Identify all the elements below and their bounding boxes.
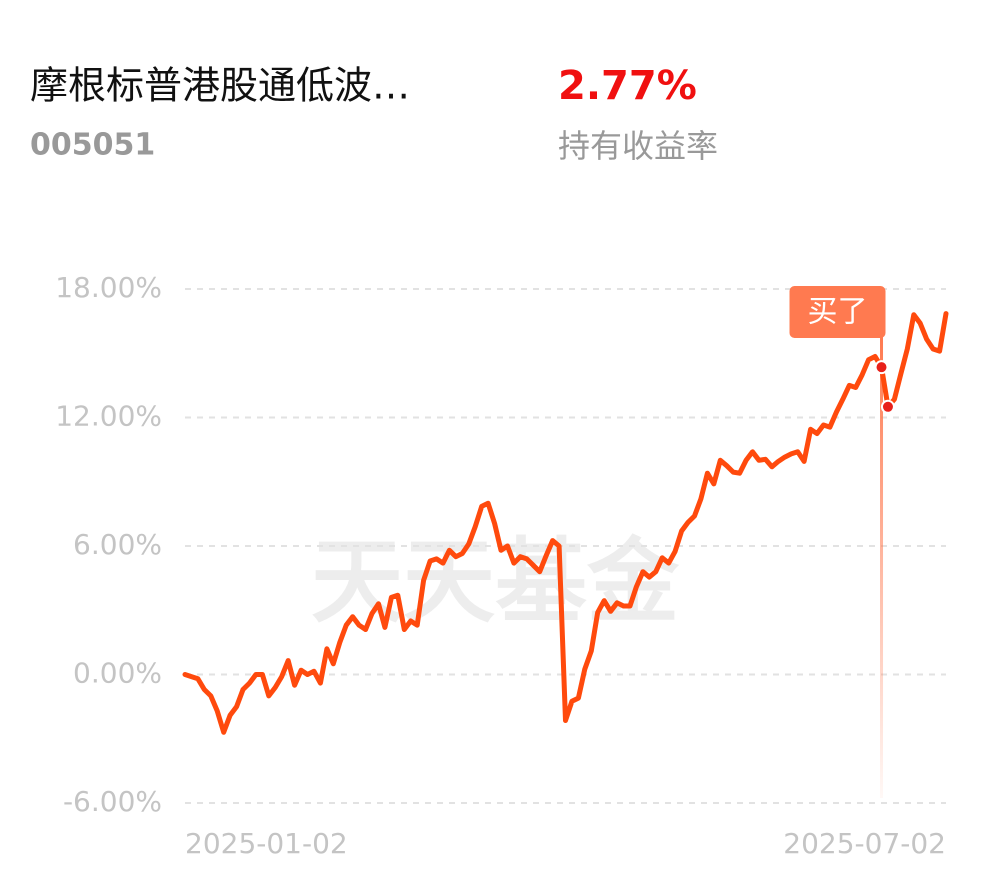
fund-code: 005051 xyxy=(30,128,155,163)
return-value: 2.77% xyxy=(558,63,697,109)
x-tick-label: 2025-01-02 xyxy=(185,827,348,860)
annotation-text: 买了 xyxy=(808,295,868,330)
y-tick-label: 6.00% xyxy=(73,528,162,561)
fund-title: 摩根标普港股通低波… xyxy=(30,64,410,108)
y-tick-label: 0.00% xyxy=(73,657,162,690)
trade-point xyxy=(880,399,895,414)
y-tick-label: 12.00% xyxy=(55,400,162,433)
watermark: 天天基金 xyxy=(311,528,680,636)
line xyxy=(182,311,949,735)
return-label: 持有收益率 xyxy=(558,127,718,165)
y-tick-label: -6.00% xyxy=(63,785,162,818)
annotation-badge xyxy=(789,286,886,338)
y-tick-label: 18.00% xyxy=(55,271,162,304)
trade-point xyxy=(874,360,889,375)
x-tick-label: 2025-07-02 xyxy=(783,827,946,860)
buy-guide-line xyxy=(880,336,884,798)
